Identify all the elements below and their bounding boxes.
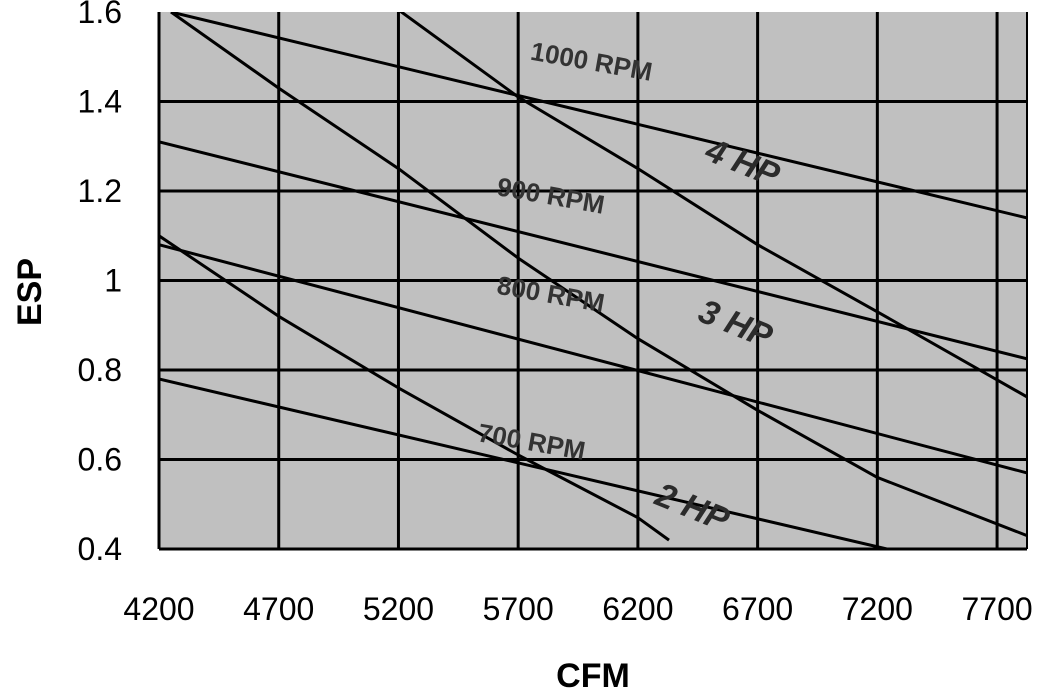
x-axis-title: CFM <box>556 657 630 692</box>
series-line-2-hp <box>159 234 670 542</box>
series-lines <box>159 12 1027 549</box>
series-line-1000-rpm <box>170 12 1027 220</box>
y-tick-label: 1.4 <box>78 84 122 120</box>
x-tick-label: 5200 <box>363 591 434 627</box>
series-line-700-rpm <box>159 377 888 549</box>
x-tick-label: 5700 <box>483 591 554 627</box>
x-tick-label: 6200 <box>602 591 673 627</box>
x-tick-label: 4700 <box>243 591 314 627</box>
x-tick-label: 4200 <box>123 591 194 627</box>
y-tick-label: 1 <box>104 263 122 299</box>
y-tick-labels: 0.4 0.6 0.8 1 1.2 1.4 1.6 <box>78 0 122 567</box>
series-line-800-rpm <box>159 243 1027 475</box>
x-tick-label: 7200 <box>842 591 913 627</box>
series-line-4-hp <box>398 12 1027 399</box>
series-line-3-hp <box>170 12 1027 537</box>
x-tick-labels: 4200 4700 5200 5700 6200 6700 7200 7700 <box>123 591 1032 627</box>
x-tick-label: 7700 <box>961 591 1032 627</box>
x-tick-label: 6700 <box>722 591 793 627</box>
y-tick-label: 0.8 <box>78 352 122 388</box>
y-tick-label: 1.6 <box>78 0 122 30</box>
y-tick-label: 0.6 <box>78 442 122 478</box>
y-tick-label: 0.4 <box>78 531 122 567</box>
y-axis-title: ESP <box>11 258 49 326</box>
y-tick-label: 1.2 <box>78 173 122 209</box>
series-line-900-rpm <box>159 140 1027 361</box>
